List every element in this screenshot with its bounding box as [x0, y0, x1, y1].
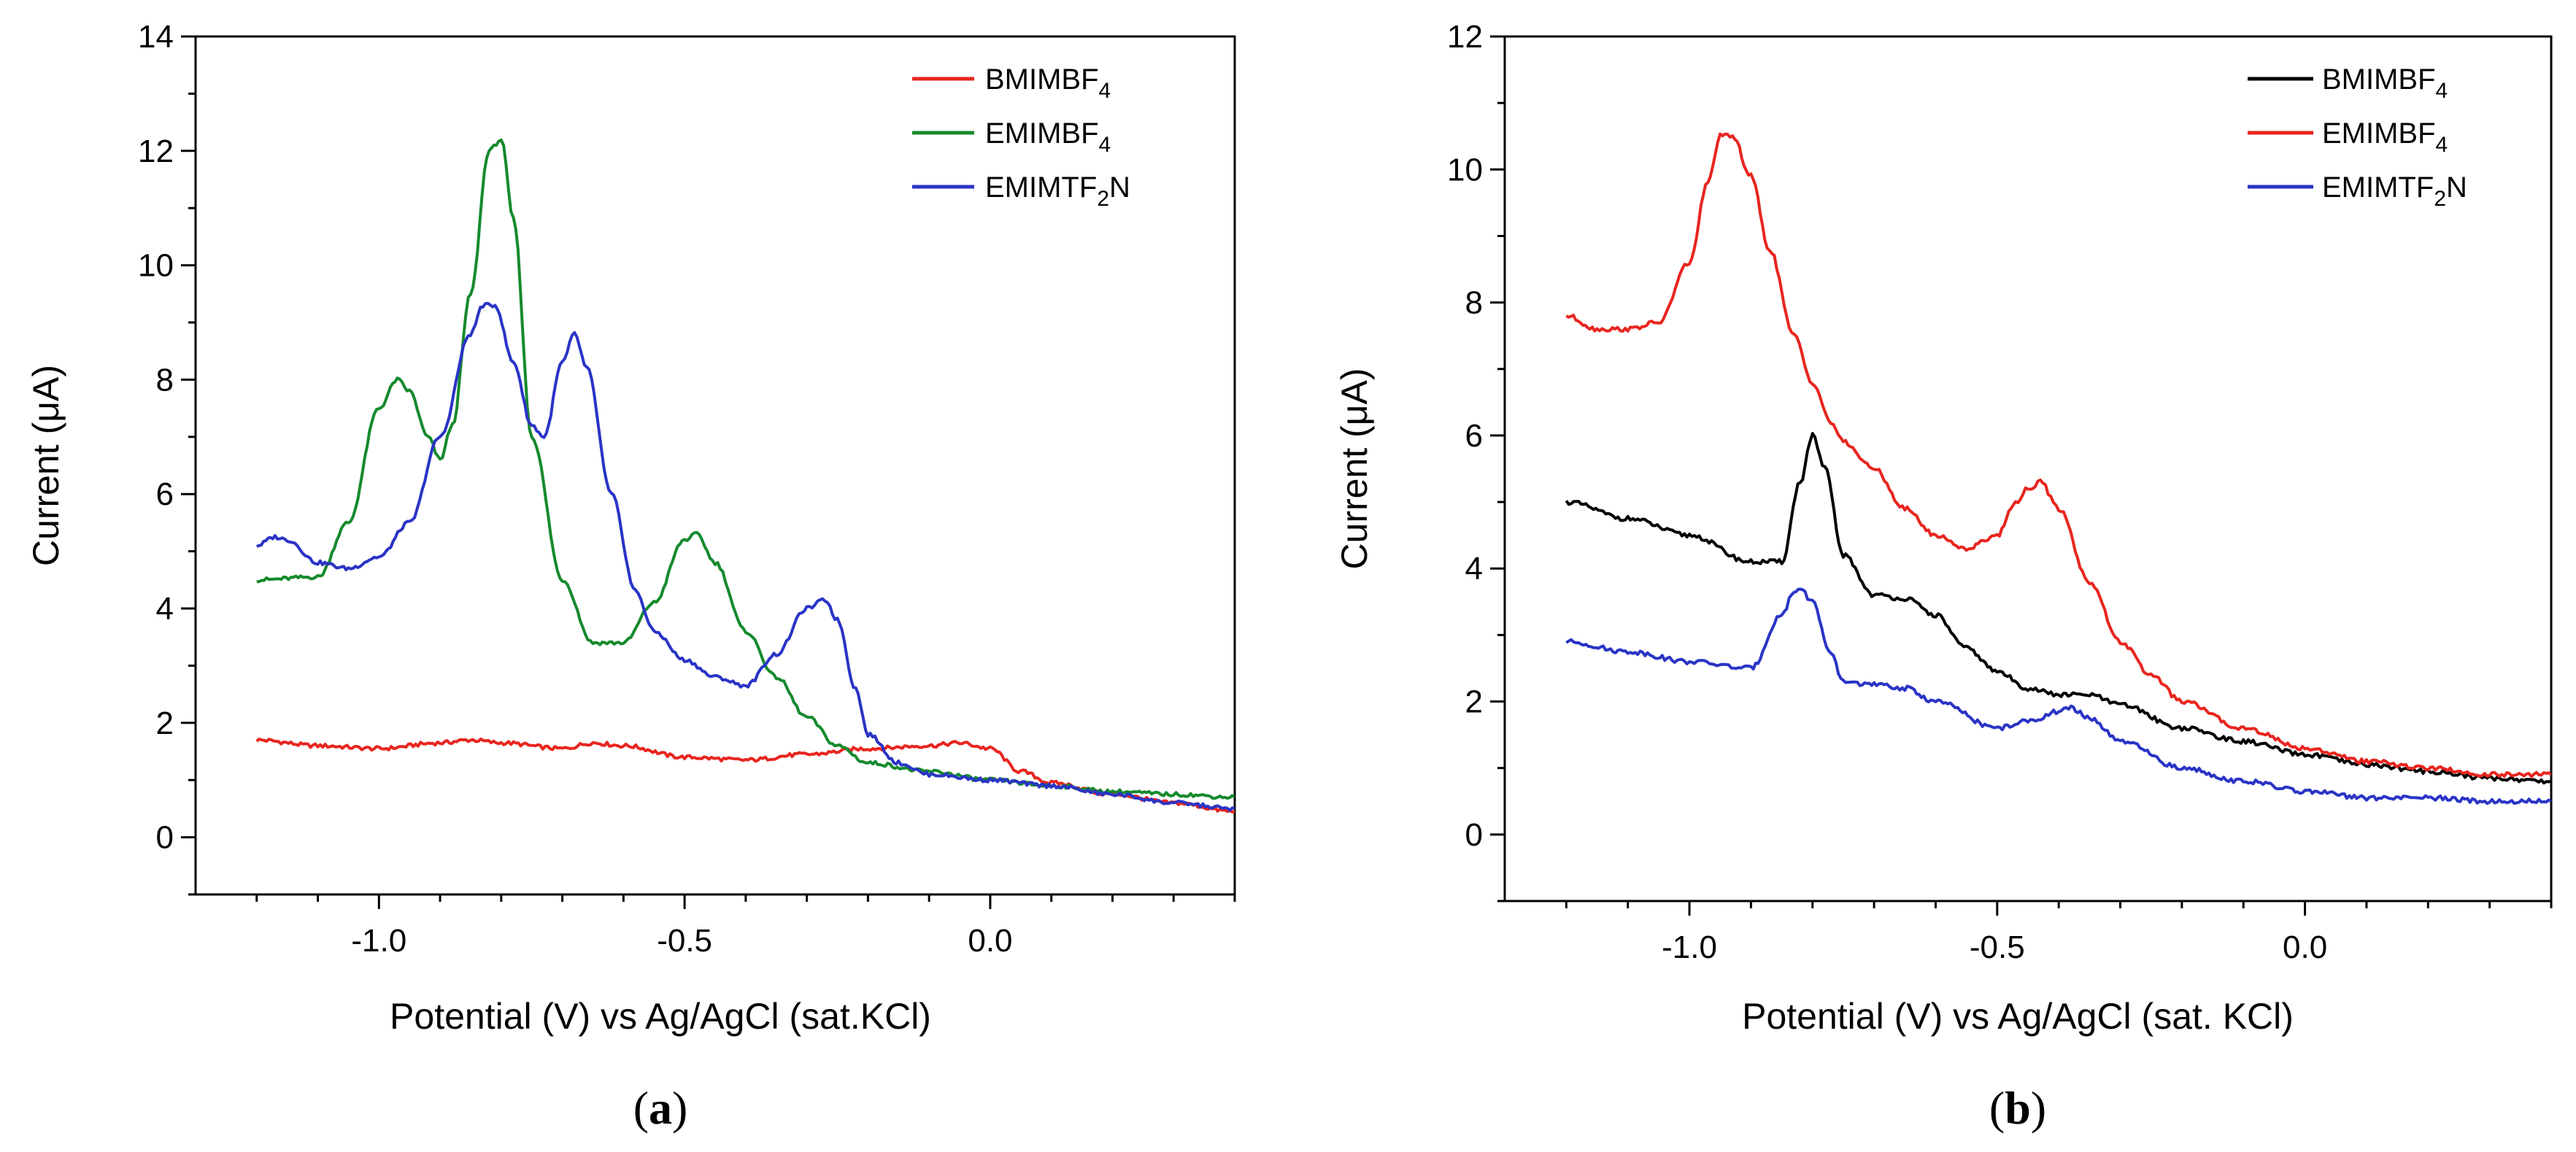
chart-panel-b: -1.0 -0.5 0.0 0 2 4 6 8 10 12 Potential (V) vs Ag/… [1334, 19, 2553, 1134]
legend-entry-subscript: 4 [1099, 133, 1111, 157]
y-tick-label: 0 [1465, 817, 1483, 853]
x-tick-label: 0.0 [2283, 929, 2327, 965]
legend-entry: BMIMBF4 [2322, 63, 2448, 103]
legend-entry-name: EMIMBF [2322, 117, 2436, 150]
legend-entry-subscript: 4 [1099, 79, 1111, 103]
x-tick-label: -0.5 [1970, 929, 2025, 965]
legend-entry-name: EMIMBF [985, 117, 1099, 150]
legend-entry: EMIMBF4 [2322, 117, 2448, 157]
y-axis-title: Current (μA) [1334, 368, 1375, 569]
panel-label: (a) [633, 1082, 688, 1134]
legend-entry: BMIMBF4 [985, 63, 1111, 103]
panel-label-open-paren: ( [1989, 1082, 2005, 1134]
y-tick-label: 2 [156, 705, 174, 741]
legend-entry-name: EMIMTF [2322, 171, 2434, 204]
legend-entry-subscript: 4 [2436, 133, 2448, 157]
y-tick-label: 14 [138, 19, 174, 55]
legend-entry-subscript: 2 [2434, 187, 2446, 211]
y-axis-title: Current (μA) [26, 365, 66, 566]
y-tick-label: 6 [156, 476, 174, 512]
y-tick-label: 10 [1447, 152, 1483, 188]
legend-entry-subscript: 4 [2436, 79, 2448, 103]
chart-panel-a: -1.0 -0.5 0.0 0 2 4 6 8 10 12 14 Potential (V) vs A… [26, 19, 1236, 1134]
y-tick-label: 6 [1465, 418, 1483, 454]
legend-entry-name: BMIMBF [2322, 63, 2436, 96]
series-group [255, 138, 1235, 813]
legend-entry-subscript: 2 [1097, 187, 1109, 211]
legend-entry: EMIMBF4 [985, 117, 1111, 157]
x-axis-title: Potential (V) vs Ag/AgCl (sat. KCl) [1742, 996, 2294, 1037]
panel-label-close-paren: ) [2031, 1082, 2046, 1134]
legend-entry: EMIMTF2N [2322, 171, 2467, 211]
x-tick-label: -0.5 [657, 923, 712, 959]
series-line-bmimbfbf4 [1565, 432, 2551, 785]
plot-frame [1503, 35, 2553, 902]
y-tick-label: 2 [1465, 684, 1483, 720]
y-tick-label: 10 [138, 248, 174, 284]
legend-entry-name: EMIMTF [985, 171, 1097, 204]
x-tick-label: 0.0 [968, 923, 1012, 959]
legend-entry-suffix: N [1109, 171, 1130, 204]
panel-label-open-paren: ( [633, 1082, 649, 1134]
legend-entry-name: BMIMBF [985, 63, 1099, 96]
y-tick-label: 4 [156, 591, 174, 627]
series-group [1565, 132, 2551, 805]
x-tick-label: -1.0 [351, 923, 406, 959]
legend-entry-suffix: N [2446, 171, 2467, 204]
y-tick-label: 4 [1465, 551, 1483, 587]
panel-label: (b) [1989, 1082, 2046, 1134]
y-tick-label: 0 [156, 820, 174, 856]
series-line-emimtftf2n [1565, 587, 2551, 805]
y-tick-label: 12 [1447, 19, 1483, 55]
y-tick-label: 8 [1465, 285, 1483, 321]
panel-label-letter: b [2005, 1082, 2031, 1134]
panel-label-close-paren: ) [672, 1082, 687, 1134]
panel-label-letter: a [649, 1082, 672, 1134]
series-line-emimbfbf4 [1565, 132, 2551, 778]
x-tick-label: -1.0 [1662, 929, 1717, 965]
legend-entry: EMIMTF2N [985, 171, 1130, 211]
y-tick-label: 12 [138, 134, 174, 169]
series-line-emimtftf2n [256, 301, 1235, 812]
plot-frame [194, 35, 1236, 896]
y-tick-label: 8 [156, 362, 174, 398]
x-axis-title: Potential (V) vs Ag/AgCl (sat.KCl) [390, 996, 931, 1037]
